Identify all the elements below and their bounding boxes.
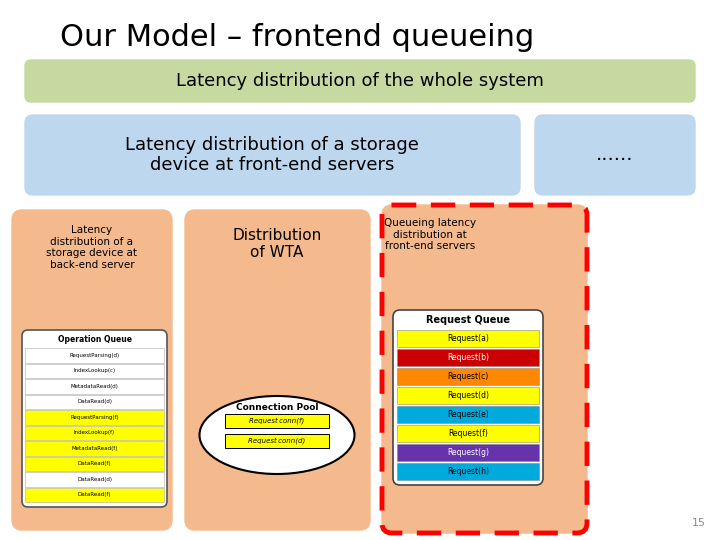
Text: IndexLookup(c): IndexLookup(c) (73, 368, 116, 373)
Text: MetadataRead(d): MetadataRead(d) (71, 384, 118, 389)
FancyBboxPatch shape (25, 456, 164, 471)
FancyBboxPatch shape (25, 115, 520, 195)
Text: DataRead(d): DataRead(d) (77, 477, 112, 482)
FancyBboxPatch shape (25, 426, 164, 440)
FancyBboxPatch shape (397, 330, 539, 347)
FancyBboxPatch shape (25, 60, 695, 102)
Text: Request(d): Request(d) (447, 391, 489, 400)
Text: RequestParsing(d): RequestParsing(d) (69, 353, 120, 357)
Text: DataRead(f): DataRead(f) (78, 492, 112, 497)
Text: Latency distribution of a storage
device at front-end servers: Latency distribution of a storage device… (125, 136, 419, 174)
Text: Request(e): Request(e) (447, 410, 489, 419)
FancyBboxPatch shape (397, 425, 539, 442)
Text: Queueing latency
distribution at
front-end servers: Queueing latency distribution at front-e… (384, 218, 476, 251)
Text: Latency
distribution of a
storage device at
back-end server: Latency distribution of a storage device… (47, 225, 138, 270)
Text: RequestParsing(f): RequestParsing(f) (70, 415, 119, 420)
FancyBboxPatch shape (25, 395, 164, 409)
FancyBboxPatch shape (25, 441, 164, 456)
Text: Distribution
of WTA: Distribution of WTA (233, 228, 322, 260)
Text: Request conn(f): Request conn(f) (249, 418, 305, 424)
FancyBboxPatch shape (397, 349, 539, 366)
FancyBboxPatch shape (397, 406, 539, 423)
FancyBboxPatch shape (25, 488, 164, 502)
Text: 15: 15 (692, 518, 706, 528)
Text: Operation Queue: Operation Queue (58, 334, 132, 343)
Text: Request(h): Request(h) (447, 467, 489, 476)
Text: ......: ...... (596, 145, 634, 165)
FancyBboxPatch shape (393, 310, 543, 485)
Text: Request(g): Request(g) (447, 448, 489, 457)
Text: Request conn(d): Request conn(d) (248, 438, 305, 444)
FancyBboxPatch shape (22, 330, 167, 507)
Text: Request(b): Request(b) (447, 353, 489, 362)
Text: Request Queue: Request Queue (426, 315, 510, 325)
Text: IndexLookup(f): IndexLookup(f) (74, 430, 115, 435)
FancyBboxPatch shape (25, 363, 164, 378)
FancyBboxPatch shape (225, 434, 329, 448)
Text: Request(c): Request(c) (447, 372, 489, 381)
FancyBboxPatch shape (397, 387, 539, 404)
Text: DataRead(f): DataRead(f) (78, 461, 112, 466)
FancyBboxPatch shape (25, 472, 164, 487)
Text: Request(f): Request(f) (448, 429, 488, 438)
FancyBboxPatch shape (535, 115, 695, 195)
FancyBboxPatch shape (397, 463, 539, 480)
Ellipse shape (199, 396, 354, 474)
FancyBboxPatch shape (25, 379, 164, 394)
FancyBboxPatch shape (12, 210, 172, 530)
Text: Connection Pool: Connection Pool (235, 403, 318, 413)
Text: MetadataRead(f): MetadataRead(f) (71, 446, 117, 451)
Text: Latency distribution of the whole system: Latency distribution of the whole system (176, 72, 544, 90)
FancyBboxPatch shape (185, 210, 370, 530)
FancyBboxPatch shape (397, 368, 539, 385)
FancyBboxPatch shape (382, 205, 587, 533)
FancyBboxPatch shape (397, 444, 539, 461)
Text: Request(a): Request(a) (447, 334, 489, 343)
FancyBboxPatch shape (25, 348, 164, 362)
Text: Our Model – frontend queueing: Our Model – frontend queueing (60, 24, 534, 52)
FancyBboxPatch shape (25, 410, 164, 424)
Text: DataRead(d): DataRead(d) (77, 399, 112, 404)
FancyBboxPatch shape (225, 414, 329, 428)
